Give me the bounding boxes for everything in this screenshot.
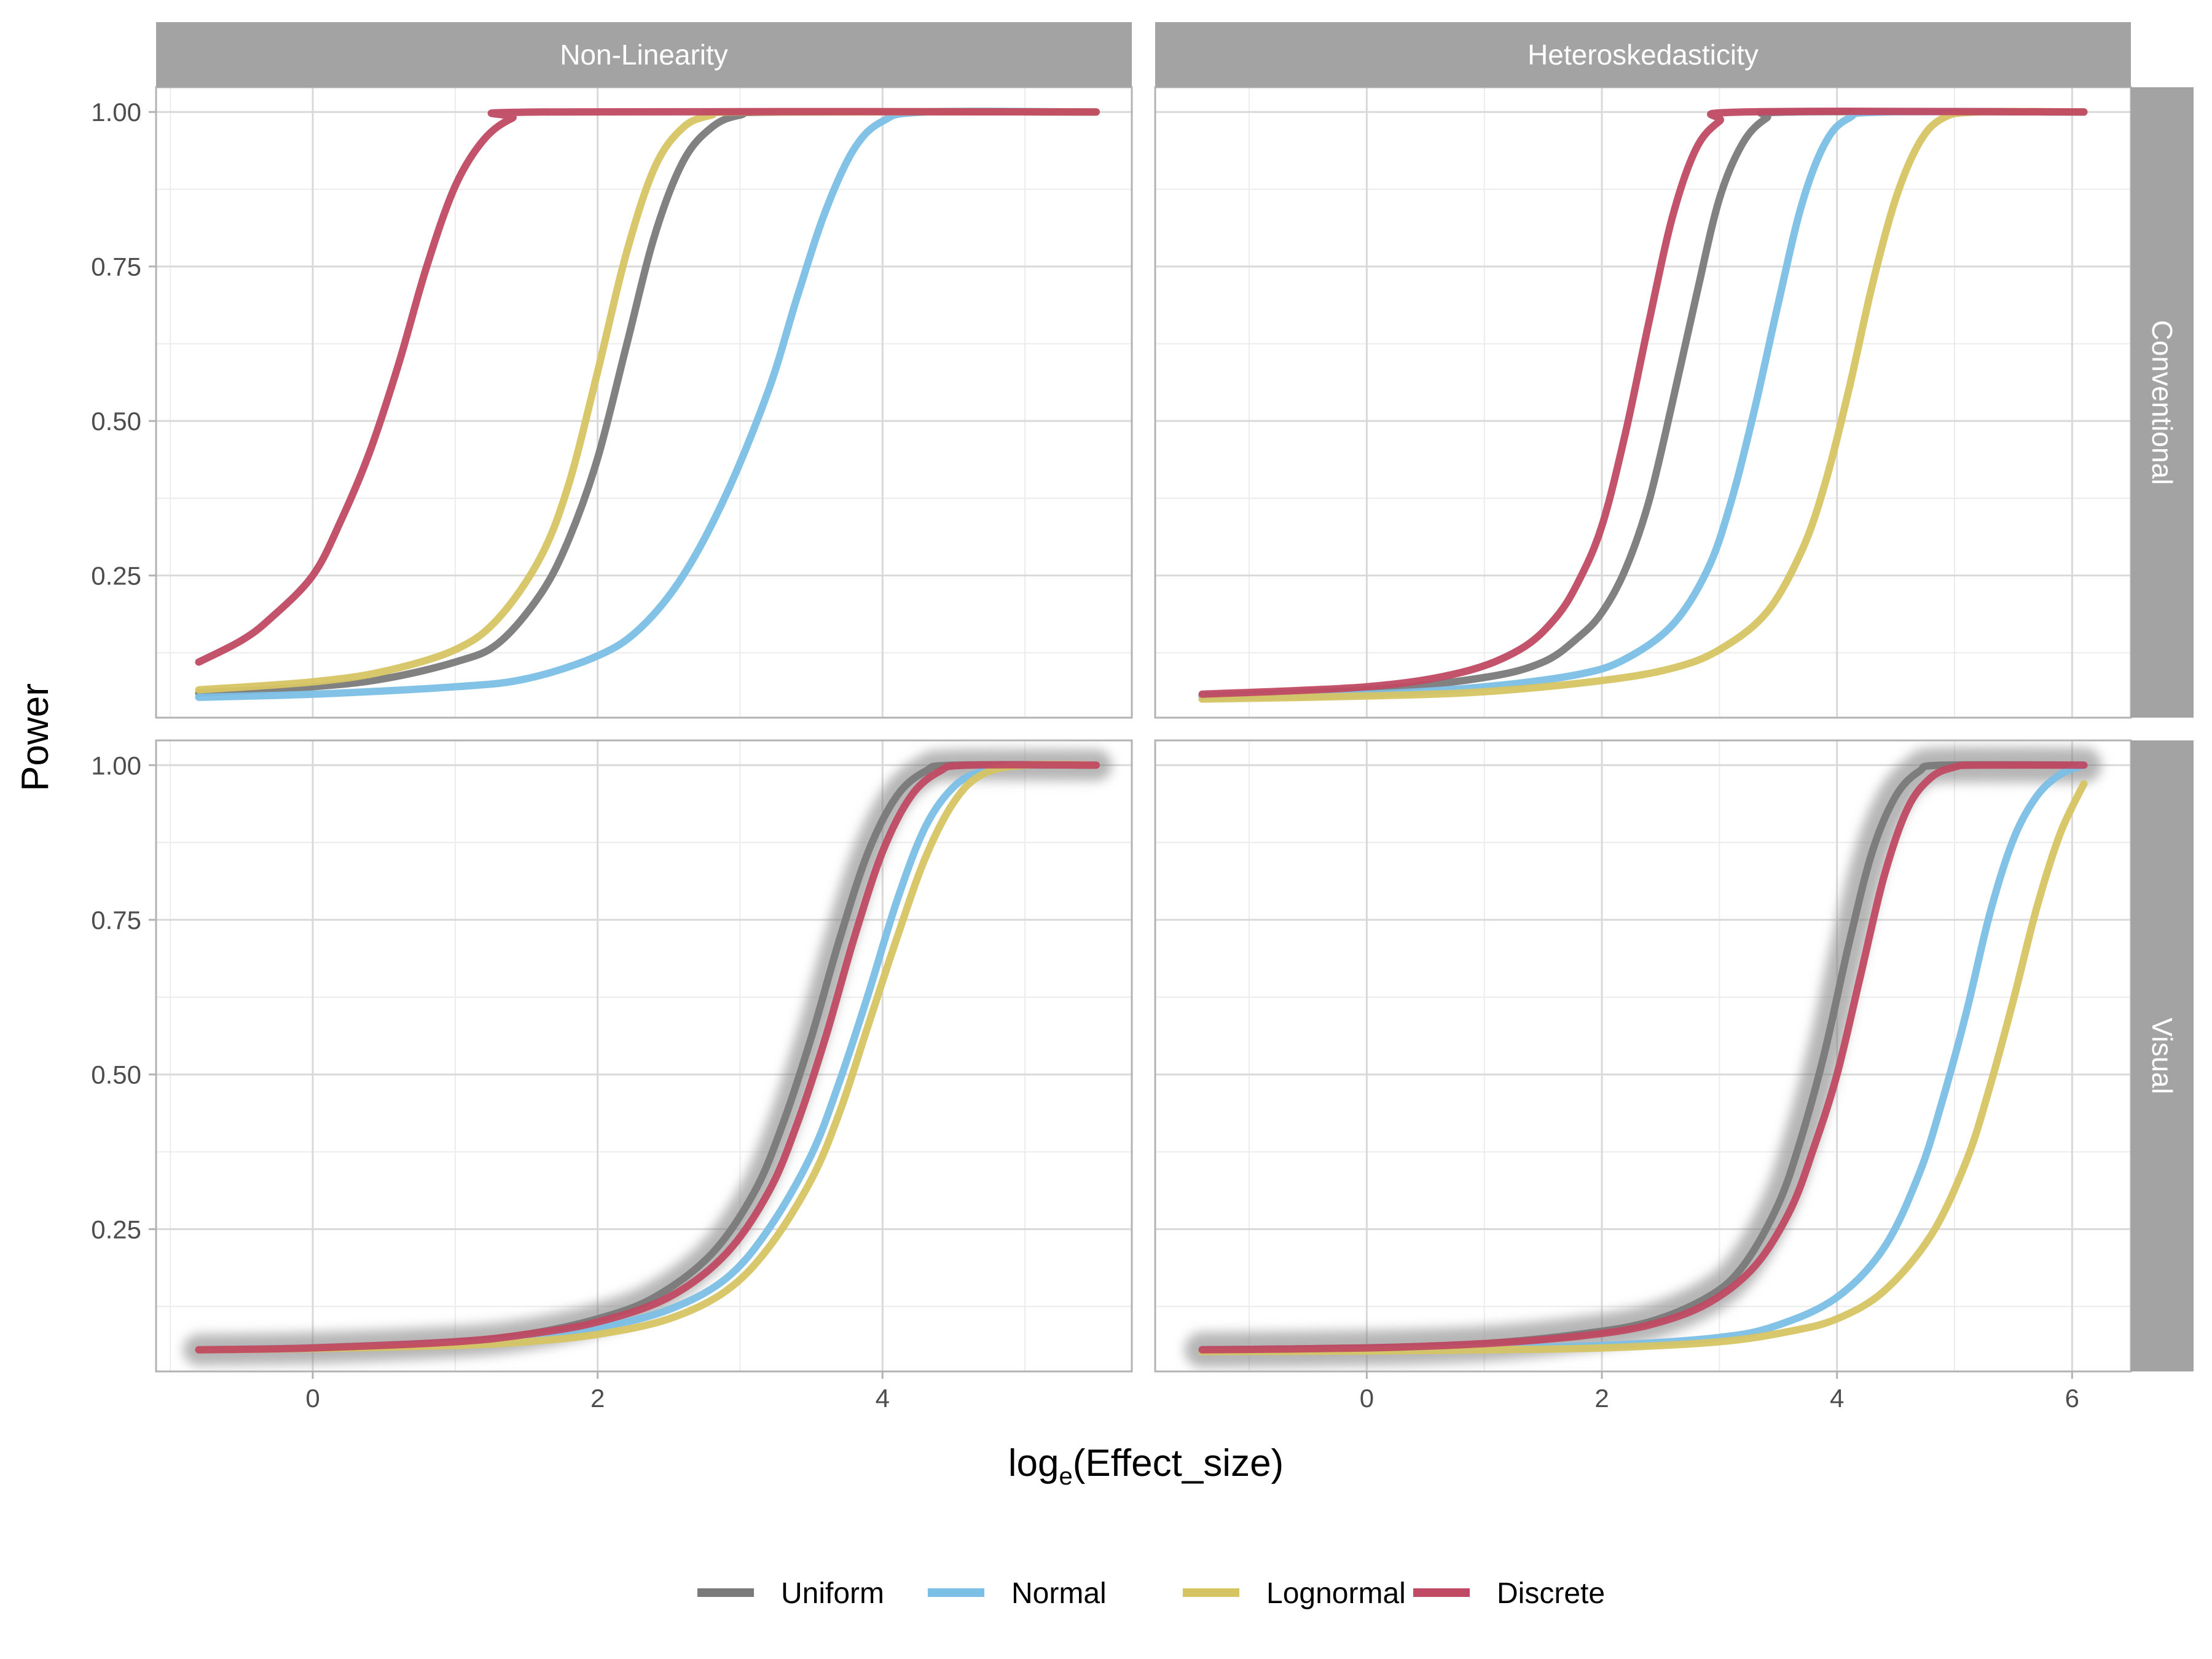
x-axis-title: loge(Effect_size) bbox=[1008, 1442, 1284, 1490]
strip-background bbox=[2131, 87, 2194, 718]
series-lognormal-line bbox=[1198, 108, 2088, 703]
x-axis-title-subscript: e bbox=[1059, 1463, 1073, 1490]
y-tick-label: 0.50 bbox=[91, 1061, 141, 1089]
legend-label: Normal bbox=[1011, 1577, 1107, 1610]
y-tick-label: 0.25 bbox=[91, 1215, 141, 1244]
y-tick-label: 0.75 bbox=[91, 906, 141, 935]
series-discrete-line bbox=[195, 108, 1100, 666]
strip-background bbox=[1155, 22, 2131, 87]
strip-label: Visual bbox=[2146, 1018, 2178, 1094]
legend-label: Uniform bbox=[781, 1577, 884, 1610]
panel-curves bbox=[1198, 108, 2088, 703]
series-normal-line bbox=[195, 108, 1100, 701]
y-tick-label: 1.00 bbox=[91, 751, 141, 780]
x-tick-label: 4 bbox=[1830, 1384, 1844, 1413]
legend-item-uniform: Uniform bbox=[697, 1577, 884, 1610]
strip-row-conventional: Conventional bbox=[2131, 87, 2194, 718]
y-axes: 0.25 0.50 0.75 1.00 0.25 0.50 0.75 1.00 bbox=[91, 98, 156, 1244]
series-discrete-line bbox=[195, 761, 1100, 1354]
y-tick-label: 1.00 bbox=[91, 98, 141, 127]
y-tick-label: 0.75 bbox=[91, 253, 141, 281]
panel-curves bbox=[182, 749, 1112, 1366]
strip-label: Heteroskedasticity bbox=[1528, 39, 1759, 71]
series-normal-line bbox=[1198, 108, 2088, 701]
x-axis-title-argument: (Effect_size) bbox=[1073, 1442, 1284, 1484]
x-tick-label: 2 bbox=[1594, 1384, 1609, 1413]
strip-column-heteroskedasticity: Heteroskedasticity bbox=[1155, 22, 2131, 87]
x-tick-label: 0 bbox=[305, 1384, 320, 1413]
x-tick-label: 4 bbox=[876, 1384, 890, 1413]
x-axes: 0 2 4 0 2 4 6 bbox=[305, 1371, 2079, 1413]
x-tick-label: 0 bbox=[1360, 1384, 1374, 1413]
series-lognormal-line bbox=[195, 761, 1100, 1354]
legend: Uniform Normal Lognormal Discrete bbox=[697, 1577, 1605, 1610]
panel-heteroskedasticity-visual bbox=[1154, 739, 2132, 1373]
panel-non-linearity-visual bbox=[155, 739, 1133, 1373]
x-tick-label: 6 bbox=[2065, 1384, 2079, 1413]
strip-column-non-linearity: Non-Linearity bbox=[156, 22, 1132, 87]
strip-label: Conventional bbox=[2146, 320, 2178, 485]
panel-background bbox=[156, 740, 1132, 1371]
panel-curves bbox=[195, 108, 1100, 701]
x-axis-title-log: log bbox=[1008, 1442, 1059, 1484]
y-tick-label: 0.25 bbox=[91, 562, 141, 590]
panel-background bbox=[1155, 740, 2131, 1371]
panel-non-linearity-conventional bbox=[155, 86, 1133, 719]
strip-label: Non-Linearity bbox=[560, 39, 728, 71]
facet-panels bbox=[155, 86, 2132, 1373]
strip-background bbox=[156, 22, 1132, 87]
panel-border bbox=[155, 739, 1133, 1373]
series-lognormal-line bbox=[1198, 780, 2088, 1355]
legend-item-lognormal: Lognormal bbox=[1183, 1577, 1406, 1610]
series-discrete-line bbox=[1198, 108, 2088, 698]
legend-item-discrete: Discrete bbox=[1413, 1577, 1605, 1610]
x-tick-label: 2 bbox=[590, 1384, 605, 1413]
panel-heteroskedasticity-conventional bbox=[1154, 86, 2132, 719]
legend-label: Discrete bbox=[1497, 1577, 1605, 1610]
y-tick-label: 0.50 bbox=[91, 407, 141, 436]
panel-background bbox=[1155, 87, 2131, 718]
strip-row-visual: Visual bbox=[2131, 740, 2194, 1371]
facet-strips: Non-Linearity Heteroskedasticity Conventio… bbox=[156, 22, 2194, 1371]
legend-item-normal: Normal bbox=[928, 1577, 1107, 1610]
y-axis-title: Power bbox=[14, 683, 57, 791]
legend-label: Lognormal bbox=[1266, 1577, 1406, 1610]
panel-curves bbox=[1184, 747, 2102, 1368]
series-discrete-line bbox=[1198, 761, 2088, 1354]
strip-background bbox=[2131, 740, 2194, 1371]
